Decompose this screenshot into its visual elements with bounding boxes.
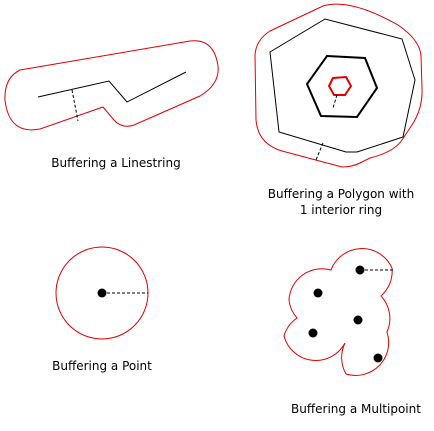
polygon-example bbox=[254, 3, 423, 168]
point-geometry bbox=[97, 288, 107, 298]
polygon-buffer-radius bbox=[315, 142, 324, 161]
linestring-example bbox=[4, 40, 219, 131]
interior-ring-buffer-outline bbox=[327, 75, 353, 96]
caption-linestring: Buffering a Linestring bbox=[0, 155, 232, 171]
polygon-buffer-outline bbox=[254, 3, 423, 168]
caption-point: Buffering a Point bbox=[0, 358, 204, 374]
multipoint-point bbox=[373, 353, 383, 363]
multipoint-buffer-outline bbox=[283, 248, 393, 376]
caption-linestring-text: Buffering a Linestring bbox=[51, 156, 181, 170]
point-example bbox=[55, 246, 149, 340]
linestring-geometry bbox=[37, 71, 187, 103]
multipoint-example bbox=[283, 248, 393, 376]
multipoint-point bbox=[353, 315, 363, 325]
caption-multipoint: Buffering a Multipoint bbox=[262, 401, 434, 417]
caption-polygon-line2: 1 interior ring bbox=[299, 203, 383, 217]
polygon-exterior-ring bbox=[269, 18, 416, 153]
interior-ring-buffer-radius bbox=[332, 94, 338, 109]
caption-polygon-line1: Buffering a Polygon with bbox=[267, 187, 415, 201]
caption-point-text: Buffering a Point bbox=[52, 359, 152, 373]
multipoint-point bbox=[313, 288, 323, 298]
caption-polygon: Buffering a Polygon with 1 interior ring bbox=[248, 186, 434, 218]
caption-multipoint-text: Buffering a Multipoint bbox=[291, 402, 421, 416]
linestring-buffer-radius bbox=[71, 89, 79, 122]
polygon-interior-ring bbox=[305, 54, 379, 119]
linestring-buffer-outline bbox=[4, 40, 219, 131]
multipoint-point bbox=[308, 328, 318, 338]
